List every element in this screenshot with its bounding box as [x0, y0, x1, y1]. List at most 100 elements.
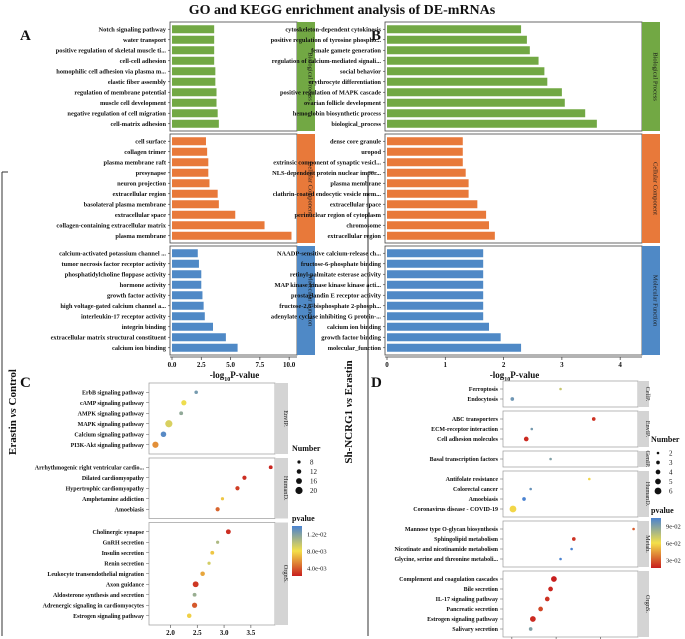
dot: [538, 606, 543, 612]
size-legend-label: 12: [310, 468, 318, 476]
bar: [172, 322, 213, 331]
size-legend-label: 16: [310, 478, 318, 486]
dot: [179, 411, 184, 416]
bar-label: erythrocyte differentiation: [309, 79, 382, 86]
term-label: IL-17 signaling pathway: [436, 597, 498, 603]
term-label: ECM-receptor interaction: [431, 427, 499, 433]
bar-label: high voltage-gated calcium channel a...: [60, 303, 166, 310]
size-legend-label: 5: [669, 478, 673, 486]
term-label: Nicotinate and nicotinamide metabolism: [395, 547, 499, 553]
term-label: MAPK signaling pathway: [78, 422, 144, 428]
group-strip-label: EnvIP.: [644, 421, 651, 438]
bar: [172, 109, 218, 118]
bar: [172, 280, 202, 289]
dot: [570, 547, 573, 551]
bar-label: molecular_function: [328, 345, 382, 352]
group-strip-label: EnvIP.: [282, 410, 289, 427]
size-legend-label: 8: [310, 459, 314, 467]
x-tick-label: 2.5: [193, 629, 202, 637]
dot: [522, 497, 526, 501]
size-legend-dot: [296, 478, 302, 484]
bar: [387, 168, 466, 177]
bar: [172, 98, 217, 107]
term-label: Cholinergic synapse: [92, 530, 144, 536]
term-label: Adrenergic signaling in cardiomyocytes: [43, 603, 145, 609]
group-strip: [642, 22, 660, 131]
dot: [530, 616, 536, 622]
x-tick-label: 3.0: [220, 629, 229, 637]
term-label: ErbB signaling pathway: [82, 390, 144, 396]
size-legend-dot: [654, 487, 662, 495]
bar-label: positive regulation of MAPK cascade: [280, 90, 381, 97]
bar-label: extracellular region: [327, 233, 381, 240]
bar-label: regulation of membrane potential: [74, 90, 166, 97]
term-label: Antifolate resistance: [446, 477, 499, 483]
dot: [207, 561, 211, 565]
dot: [529, 487, 532, 491]
group-strip-label: OrgnS.: [644, 595, 651, 613]
term-label: Arrhythmogenic right ventricular cardio.…: [35, 465, 145, 471]
figure-title: GO and KEGG enrichment analysis of DE-mR…: [189, 3, 496, 18]
term-label: Complement and coagulation cascades: [399, 577, 498, 583]
bar: [387, 231, 495, 240]
dot: [225, 529, 231, 535]
bar-label: chromosome: [346, 223, 381, 230]
bar: [387, 259, 484, 268]
size-legend-label: 4: [669, 469, 673, 477]
dot: [235, 486, 240, 491]
size-legend-dot: [655, 469, 661, 475]
bar-label: growth factor activity: [107, 293, 167, 300]
color-legend-label: 6e-02: [666, 540, 681, 547]
color-legend-label: 8.0e-03: [307, 548, 327, 555]
term-label: Colorectal cancer: [453, 487, 498, 493]
bar-label: hormone activity: [120, 282, 167, 289]
bar: [172, 46, 215, 55]
group-strip: [642, 134, 660, 243]
bar-label: homophilic cell adhesion via plasma m...: [56, 69, 166, 76]
group-strip: [638, 381, 649, 407]
size-legend-label: 6: [669, 488, 673, 496]
group-strip: [638, 471, 649, 517]
row-label-right: Sh-NCRG1 vs Erastin: [343, 360, 355, 463]
bar: [172, 301, 204, 310]
bar: [172, 231, 292, 240]
group-strip: [275, 522, 288, 625]
size-legend-dot: [295, 486, 303, 495]
term-label: Coronavirus disease - COVID-19: [413, 507, 498, 513]
bar: [387, 280, 484, 289]
dot: [152, 441, 159, 448]
term-label: Estrogen signaling pathway: [427, 617, 498, 623]
bar: [387, 210, 487, 219]
bar: [387, 301, 484, 310]
bar: [387, 221, 490, 230]
x-tick-label: 3: [560, 361, 564, 369]
size-legend-label: 3: [669, 459, 673, 467]
bar-label: cytoskeleton-dependent cytokinesis: [285, 27, 381, 34]
bar-label: NAADP-sensitive calcium-release ch...: [277, 251, 381, 258]
dot: [210, 550, 215, 555]
group-strip: [275, 458, 288, 519]
group-strip: [642, 246, 660, 355]
group-strip-label: Biological Process: [652, 52, 659, 101]
bar-label: MAP kinase kinase kinase kinase acti...: [274, 282, 381, 289]
bar-label: perinuclear region of cytoplasm: [294, 212, 381, 219]
bar-label: calcium ion binding: [112, 345, 167, 352]
term-label: cAMP signaling pathway: [80, 401, 144, 407]
bar-label: fructose-6-phosphate binding: [301, 261, 382, 268]
bar-label: tumor necrosis factor receptor activity: [62, 261, 167, 268]
bar: [387, 333, 501, 342]
bar: [387, 56, 539, 65]
x-tick-label: 2.5: [197, 361, 206, 369]
bar: [172, 200, 219, 209]
bar: [172, 210, 236, 219]
term-label: ABC transporters: [452, 417, 499, 423]
group-panel: [148, 382, 276, 455]
x-tick-label: 2: [502, 361, 506, 369]
group-panel: [502, 570, 639, 638]
bar: [387, 158, 463, 167]
dot: [192, 592, 197, 597]
group-strip-label: Biological Process: [307, 52, 314, 101]
term-label: Basal transcription factors: [430, 457, 499, 463]
dot: [588, 477, 591, 481]
